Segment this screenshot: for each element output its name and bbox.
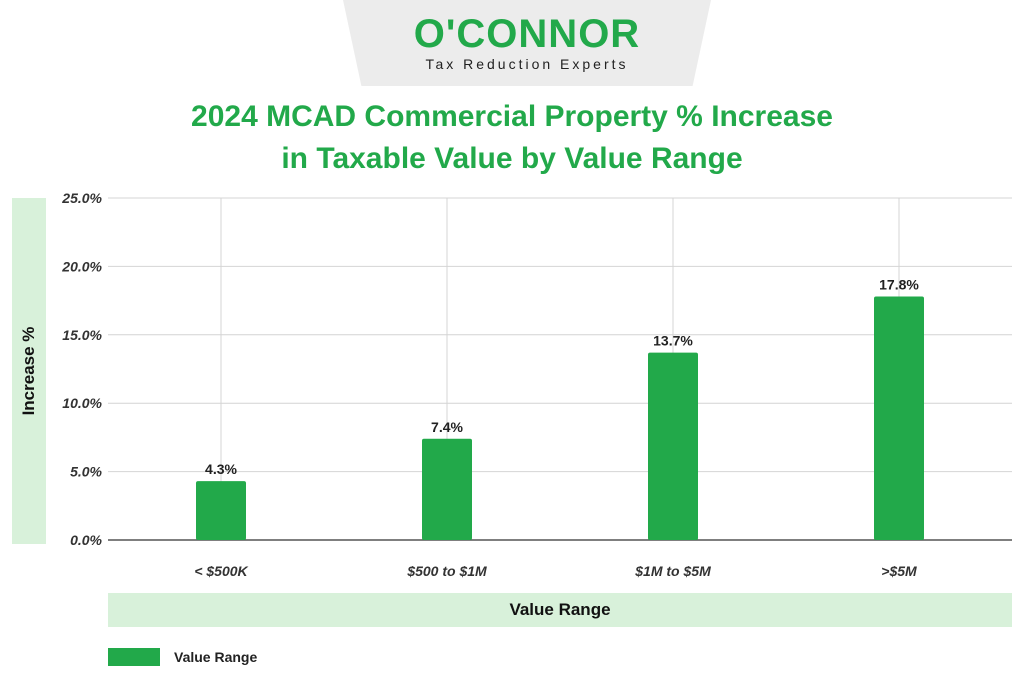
- y-tick-label: 20.0%: [61, 258, 102, 274]
- logo: O'CONNOR: [413, 12, 641, 56]
- data-label: 7.4%: [431, 419, 463, 435]
- y-tick-label: 0.0%: [70, 532, 102, 548]
- y-tick-label: 10.0%: [62, 395, 102, 411]
- y-tick-label: 5.0%: [70, 464, 102, 480]
- bar: [196, 481, 246, 540]
- bar: [874, 296, 924, 540]
- legend: Value Range: [108, 647, 257, 667]
- chart-title: 2024 MCAD Commercial Property % Increase…: [0, 96, 1024, 180]
- x-tick-label: $1M to $5M: [634, 563, 711, 579]
- bar: [648, 352, 698, 540]
- logo-tab: [343, 0, 711, 86]
- chart-title-line2: in Taxable Value by Value Range: [281, 142, 743, 175]
- legend-label: Value Range: [174, 649, 258, 665]
- bar: [422, 438, 472, 540]
- y-tick-label: 15.0%: [62, 327, 102, 343]
- legend-swatch: [108, 648, 160, 666]
- x-tick-label: $500 to $1M: [406, 563, 487, 579]
- logo-tagline: Tax Reduction Experts: [425, 56, 629, 72]
- x-tick-label: >$5M: [881, 563, 917, 579]
- x-tick-label: < $500K: [194, 563, 248, 579]
- y-tick-label: 25.0%: [61, 190, 102, 206]
- data-label: 13.7%: [653, 333, 693, 349]
- y-axis-label-band: [12, 198, 46, 544]
- data-label: 4.3%: [205, 461, 237, 477]
- data-label: 17.8%: [879, 276, 919, 292]
- x-axis-label: Value Range: [108, 593, 1012, 627]
- chart-title-line1: 2024 MCAD Commercial Property % Increase: [191, 100, 833, 133]
